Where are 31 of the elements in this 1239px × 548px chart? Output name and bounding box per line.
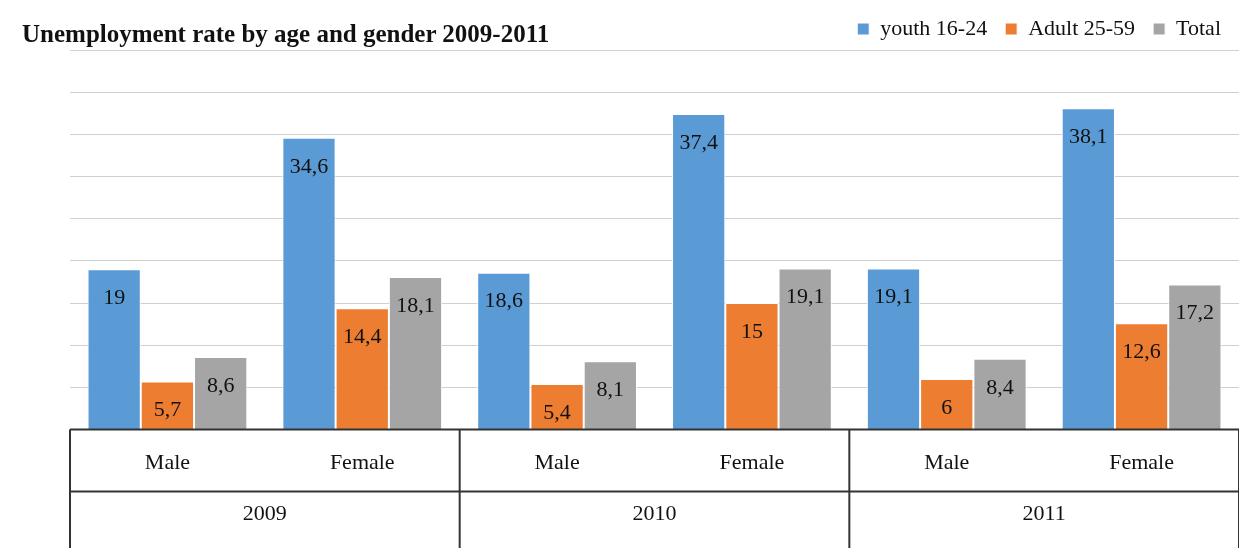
data-label: 37,4 (679, 128, 718, 154)
chart-title: Unemployment rate by age and gender 2009-2011 (22, 20, 550, 48)
x-tick-label: Male (144, 448, 191, 474)
x-tick-label: Female (1109, 448, 1174, 474)
x-tick-label: Female (719, 448, 785, 474)
text: 2011 (1022, 500, 1066, 526)
data-label: 19,1 (785, 283, 825, 309)
x-tick-label: Male (924, 448, 970, 474)
legend-label: Total (1176, 14, 1222, 40)
data-label: 5,4 (543, 398, 571, 424)
data-label: 6 (941, 393, 953, 419)
data-label: 8,1 (596, 376, 625, 402)
data-label: 18,1 (396, 291, 435, 317)
data-label: 38,1 (1069, 122, 1108, 148)
text: 2010 (632, 500, 677, 526)
data-label: 34,6 (289, 152, 329, 178)
data-label: 14,4 (343, 322, 382, 348)
data-label: 5,7 (153, 396, 182, 422)
data-label: 19 (103, 284, 126, 310)
data-label: 18,6 (484, 287, 524, 313)
legend-label: youth 16-24 (880, 14, 988, 40)
data-label: 8,4 (986, 373, 1014, 399)
x-tick-label: Female (329, 448, 395, 474)
x-tick-label: Male (534, 448, 580, 474)
data-label: 8,6 (206, 371, 235, 397)
data-label: 12,6 (1122, 338, 1161, 364)
data-label: 17,2 (1175, 299, 1215, 325)
legend-label: Adult 25-59 (1028, 14, 1136, 40)
data-label: 15 (740, 317, 763, 343)
data-label: 19,1 (874, 283, 913, 309)
text: 2009 (242, 500, 287, 526)
